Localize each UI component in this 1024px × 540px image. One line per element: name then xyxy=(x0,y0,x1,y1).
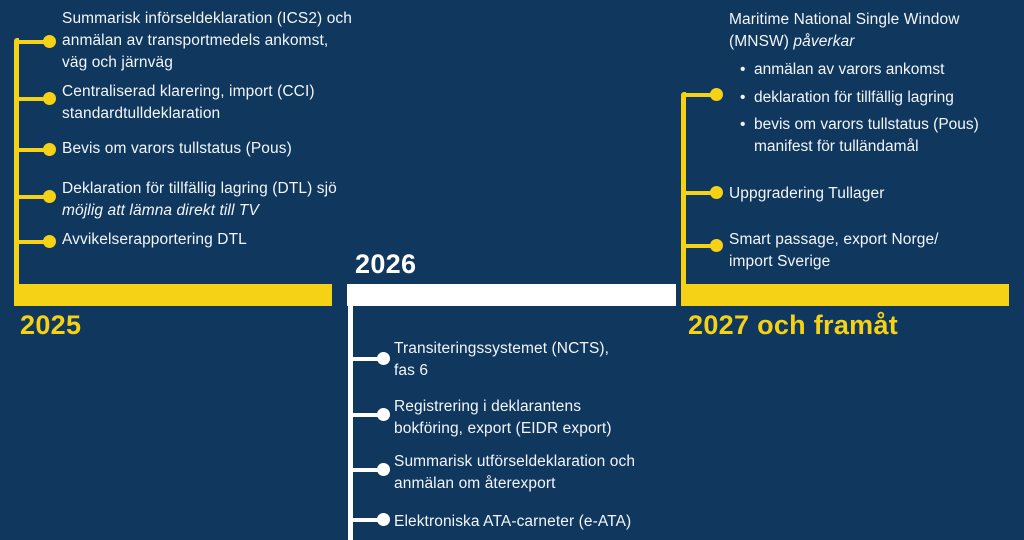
item-line: Elektroniska ATA-carneter (e-ATA) xyxy=(394,513,632,530)
timeline-item-pous: Bevis om varors tullstatus (Pous) xyxy=(62,138,292,160)
timeline-2026-bar xyxy=(347,284,676,306)
connector-line xyxy=(16,148,46,152)
connector-line xyxy=(350,518,380,522)
item-line: Smart passage, export Norge/ xyxy=(729,231,939,248)
timeline-dot xyxy=(377,352,390,365)
timeline-2027-vertical-line xyxy=(681,92,686,288)
year-label-2027: 2027 och framåt xyxy=(688,310,899,340)
item-line: bokföring, export (EIDR export) xyxy=(394,420,612,437)
mnsw-prefix: (MNSW) xyxy=(729,33,789,50)
item-line-italic: möjlig att lämna direkt till TV xyxy=(62,202,259,219)
timeline-dot xyxy=(710,239,723,252)
timeline-dot xyxy=(377,463,390,476)
timeline-item-tullager: Uppgradering Tullager xyxy=(729,183,884,205)
timeline-item-smart-passage: Smart passage, export Norge/ import Sver… xyxy=(729,229,939,273)
timeline-dot xyxy=(377,408,390,421)
item-line: fas 6 xyxy=(394,362,429,379)
bullet-anmalan: • anmälan av varors ankomst xyxy=(740,59,944,81)
item-line: Summarisk införseldeklaration (ICS2) och xyxy=(62,10,352,27)
connector-line xyxy=(16,40,46,44)
bullet-line: anmälan av varors ankomst xyxy=(754,61,945,78)
item-line: (MNSW) påverkar xyxy=(729,31,960,53)
timeline-item-utforsel: Summarisk utförseldeklaration och anmäla… xyxy=(394,451,635,495)
item-line: Centraliserad klarering, import (CCI) xyxy=(62,83,315,100)
timeline-item-eidr: Registrering i deklarantens bokföring, e… xyxy=(394,396,612,440)
connector-line xyxy=(16,240,46,244)
bullet-icon: • xyxy=(740,89,746,106)
item-line: Uppgradering Tullager xyxy=(729,185,885,202)
bullet-deklaration: • deklaration för tillfällig lagring xyxy=(740,87,954,109)
timeline-dot xyxy=(43,92,56,105)
item-line: Registrering i deklarantens xyxy=(394,398,582,415)
timeline-item-avvikelse-dtl: Avvikelserapportering DTL xyxy=(62,229,247,251)
item-line: Deklaration för tillfällig lagring (DTL)… xyxy=(62,180,337,197)
connector-line xyxy=(350,357,380,361)
item-line: Maritime National Single Window xyxy=(729,11,960,28)
mnsw-italic: påverkar xyxy=(793,33,855,50)
bullet-icon: • xyxy=(740,61,746,78)
connector-line xyxy=(350,413,380,417)
timeline-dot xyxy=(43,235,56,248)
item-line: Avvikelserapportering DTL xyxy=(62,231,247,248)
timeline-dot xyxy=(43,35,56,48)
timeline-dot xyxy=(43,143,56,156)
timeline-dot xyxy=(710,186,723,199)
timeline-dot xyxy=(43,190,56,203)
item-line: anmälan om återexport xyxy=(394,475,556,492)
bullet-pous-manifest: • bevis om varors tullstatus (Pous) mani… xyxy=(740,114,979,158)
timeline-2025-bar xyxy=(14,284,332,306)
bullet-line: bevis om varors tullstatus (Pous) xyxy=(754,116,979,133)
item-line: Bevis om varors tullstatus (Pous) xyxy=(62,140,292,157)
item-line: anmälan av transportmedels ankomst, xyxy=(62,32,329,49)
timeline-item-mnsw-header: Maritime National Single Window (MNSW) p… xyxy=(729,9,960,53)
timeline-item-cci: Centraliserad klarering, import (CCI) st… xyxy=(62,81,315,125)
year-label-2026: 2026 xyxy=(355,249,417,279)
timeline-2027-bar xyxy=(681,284,1009,306)
timeline-2025-vertical-line xyxy=(14,38,19,290)
connector-line xyxy=(16,97,46,101)
connector-line xyxy=(683,93,713,97)
timeline-item-ncts: Transiteringssystemet (NCTS), fas 6 xyxy=(394,338,609,382)
timeline-2026-vertical-line xyxy=(348,300,353,540)
timeline-item-eata: Elektroniska ATA-carneter (e-ATA) xyxy=(394,511,631,533)
item-line: Transiteringssystemet (NCTS), xyxy=(394,340,610,357)
bullet-line: deklaration för tillfällig lagring xyxy=(754,89,954,106)
bullet-icon: • xyxy=(740,116,746,133)
connector-line xyxy=(683,244,713,248)
connector-line xyxy=(16,195,46,199)
connector-line xyxy=(683,191,713,195)
timeline-dot xyxy=(710,88,723,101)
item-line: standardtulldeklaration xyxy=(62,105,221,122)
item-line: väg och järnväg xyxy=(62,54,173,71)
timeline-item-ics2: Summarisk införseldeklaration (ICS2) och… xyxy=(62,8,352,74)
item-line: Summarisk utförseldeklaration och xyxy=(394,453,636,470)
connector-line xyxy=(350,468,380,472)
timeline-dot xyxy=(377,513,390,526)
year-label-2025: 2025 xyxy=(20,310,82,340)
item-line: import Sverige xyxy=(729,253,831,270)
bullet-line: manifest för tulländamål xyxy=(754,138,919,155)
timeline-item-dtl-sjo: Deklaration för tillfällig lagring (DTL)… xyxy=(62,178,337,222)
